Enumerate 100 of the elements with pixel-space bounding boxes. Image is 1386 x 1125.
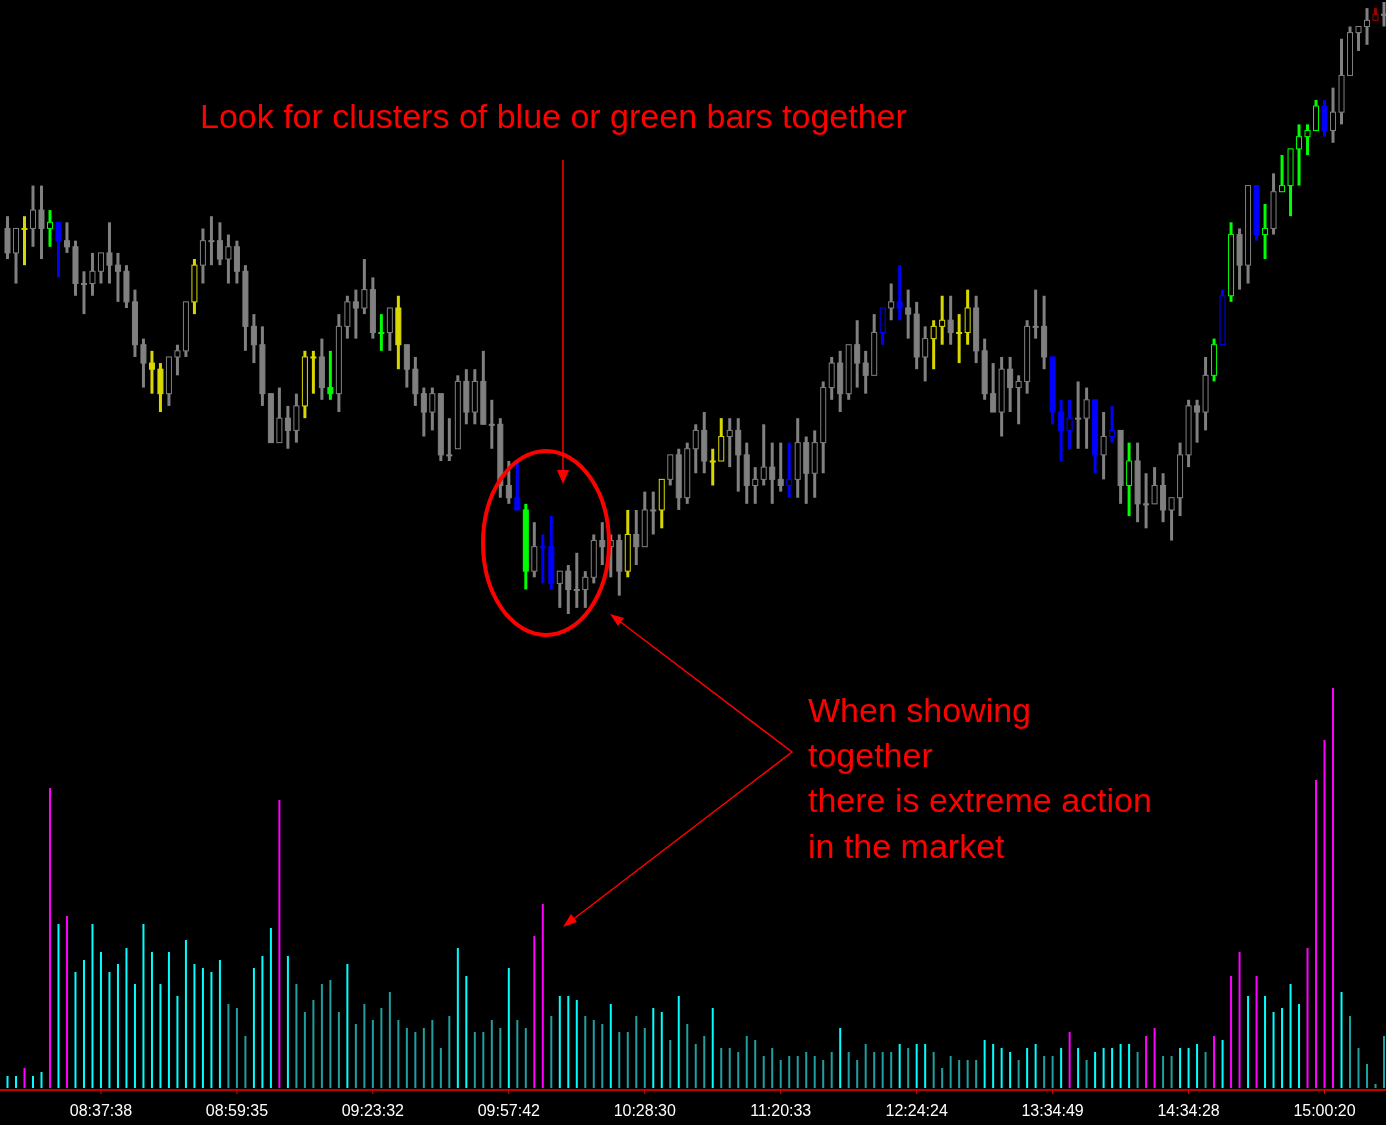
bar: [907, 1048, 910, 1088]
bar: [762, 1056, 765, 1088]
candlestick: [29, 185, 36, 247]
bar: [482, 1032, 485, 1088]
bar: [201, 968, 204, 1088]
candlestick: [97, 252, 104, 284]
candlestick: [1143, 473, 1150, 529]
candlestick: [505, 461, 512, 504]
bar: [210, 972, 213, 1088]
candlestick: [1007, 356, 1014, 413]
candlestick: [854, 320, 861, 388]
bar: [524, 1028, 527, 1088]
bar: [346, 964, 349, 1088]
bar: [1060, 1048, 1063, 1088]
bar: [643, 1028, 646, 1088]
bar: [805, 1052, 808, 1088]
candlestick: [760, 424, 767, 486]
bar: [992, 1044, 995, 1088]
bar: [584, 1016, 587, 1088]
bar: [1102, 1048, 1105, 1088]
bar: [125, 948, 128, 1088]
bar: [108, 972, 111, 1088]
candlestick: [327, 349, 334, 400]
candlestick: [888, 283, 895, 322]
candlestick: [352, 289, 359, 339]
bar: [1170, 1056, 1173, 1088]
bar: [592, 1020, 595, 1088]
bar: [473, 1032, 476, 1088]
candlestick: [1381, 2, 1386, 27]
candlestick: [692, 424, 699, 475]
candlestick: [46, 210, 53, 247]
candlestick: [1330, 87, 1337, 143]
bar: [337, 1012, 340, 1088]
bar: [1255, 976, 1258, 1088]
bar: [159, 984, 162, 1088]
bar: [788, 1056, 791, 1088]
candlestick: [140, 338, 147, 388]
bar: [626, 1032, 629, 1088]
candlestick: [1168, 497, 1175, 541]
bar: [983, 1040, 986, 1088]
bar: [57, 924, 60, 1088]
bar: [949, 1056, 952, 1088]
bar: [1196, 1044, 1199, 1088]
bar: [864, 1044, 867, 1088]
bar: [371, 1020, 374, 1088]
candlestick: [769, 442, 776, 504]
bar: [499, 1028, 502, 1088]
candlestick: [1032, 289, 1039, 339]
bar: [91, 924, 94, 1088]
bar: [150, 952, 153, 1088]
candlestick: [922, 326, 929, 382]
candlestick: [752, 467, 759, 504]
bar: [354, 1024, 357, 1088]
candlestick: [378, 314, 385, 351]
candlestick: [89, 251, 96, 296]
bar: [1383, 1036, 1385, 1088]
bar: [660, 1012, 663, 1088]
candlestick: [650, 491, 657, 535]
bar: [550, 1016, 553, 1088]
bar: [856, 1060, 859, 1088]
candlestick: [786, 442, 793, 498]
bar: [456, 948, 459, 1088]
bar: [6, 1076, 9, 1088]
bar: [618, 1032, 621, 1088]
bar: [1213, 1036, 1216, 1088]
bar: [958, 1060, 961, 1088]
candlestick: [38, 185, 45, 260]
candlestick: [1015, 375, 1022, 425]
bar: [1162, 1056, 1165, 1088]
bar: [1136, 1052, 1139, 1088]
candlestick: [1100, 412, 1107, 480]
candlestick: [1151, 467, 1158, 505]
candlestick: [777, 442, 784, 492]
bar: [1298, 1004, 1301, 1088]
bar: [278, 800, 281, 1088]
candlestick: [361, 259, 368, 316]
bar: [1026, 1048, 1029, 1088]
candlestick: [582, 571, 589, 608]
bar: [711, 1008, 714, 1088]
candlestick: [565, 565, 572, 614]
candlestick: [80, 271, 87, 316]
bar: [74, 972, 77, 1088]
candlestick: [225, 234, 232, 284]
bar: [669, 1040, 672, 1088]
bar: [609, 1004, 612, 1088]
bar: [1332, 688, 1335, 1088]
candlestick: [250, 314, 257, 365]
bar: [193, 964, 196, 1088]
candlestick: [556, 570, 563, 608]
candlestick: [726, 418, 733, 469]
bar: [890, 1052, 893, 1088]
bar: [516, 1020, 519, 1088]
bar: [1145, 1036, 1148, 1088]
bar: [448, 1016, 451, 1088]
bar: [694, 1044, 697, 1088]
bar: [1119, 1044, 1122, 1088]
x-tick-label: 11:20:33: [750, 1102, 812, 1119]
bar: [737, 1052, 740, 1088]
bar: [312, 1000, 315, 1088]
bar: [745, 1036, 748, 1088]
